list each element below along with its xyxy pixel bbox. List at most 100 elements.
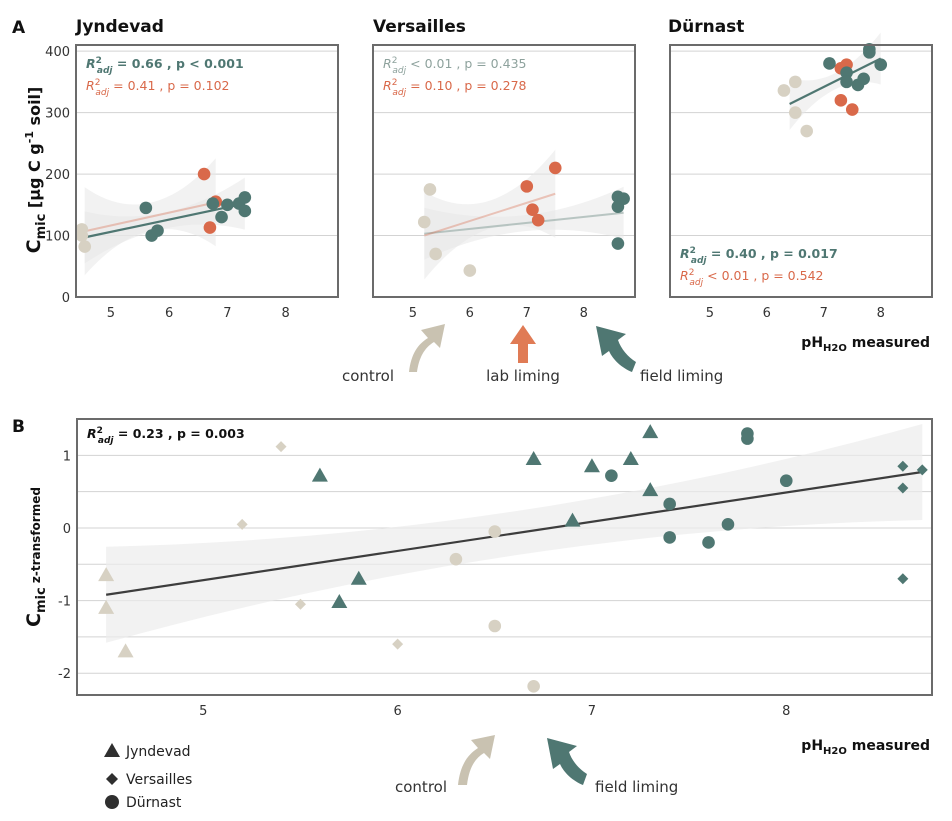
panel-a-ylabel-end: soil] [25,87,44,131]
point-field [840,66,853,79]
x-tick-label: 7 [523,306,531,321]
point-durnast-control [527,679,540,693]
panel-b-ylabel: Cmic z-transformed [23,487,49,627]
annotation-text: = 0.23 , p = 0.003 [114,426,245,441]
field-arrow-b-label: field liming [595,778,678,796]
panel-frame [372,44,636,298]
point-jyndevad-field [583,458,600,473]
point-versailles-control [294,598,306,610]
point-jyndevad-field [525,450,542,465]
panel-b-label: B [12,417,25,437]
point-control [789,75,802,89]
control-arrow-b [458,735,495,785]
panel-frame [75,44,339,298]
point-control [789,106,802,119]
x-tick-label: 8 [782,704,790,719]
point-jyndevad-field [564,512,581,527]
point-durnast-control [449,552,463,566]
panel-a-ylabel-sub: mic [34,214,49,240]
point-field [823,57,836,70]
y-tick-label: 1 [63,449,71,464]
point-field [206,197,220,210]
point-jyndevad-control [98,599,115,614]
panel-a-xlabel-sub: H2O [823,343,847,354]
annotation-lab-sub: adj [689,278,703,288]
panel-title: Jyndevad [75,17,164,37]
legend-versailles-marker [106,773,118,785]
panel-b-ylabel-rest: z-transformed [29,487,43,587]
point-jyndevad-field [331,594,348,609]
point-lab [845,103,859,116]
point-versailles-field [897,482,909,494]
confidence-band [84,158,216,276]
point-jyndevad-control [117,643,134,658]
x-tick-label: 8 [580,306,588,321]
point-durnast-control [488,525,502,538]
point-lab [834,94,848,107]
annotation: R2 adj = 0.23 , p = 0.003 [87,426,245,446]
point-field [151,224,164,237]
control-arrow-b-label: control [395,778,447,796]
annotation-lab-r: R [86,78,95,93]
point-versailles-field [897,573,909,585]
lab-arrow-a-label: lab liming [486,367,560,385]
panel-b-ylabel-main: C [23,613,45,627]
point-lab [203,221,217,234]
x-tick-label: 7 [223,306,231,321]
x-tick-label: 5 [199,704,207,719]
annotation-field-text: < 0.01 , p = 0.435 [406,56,526,71]
point-field [139,201,153,215]
annotation-lab-text: = 0.41 , p = 0.102 [109,78,229,93]
annotation-r: R [87,426,97,441]
x-tick-label: 7 [820,306,828,321]
annotation-field-sub: adj [97,66,114,76]
point-control [800,124,813,138]
point-field [221,198,234,212]
panel-title: Dürnast [668,17,744,37]
fit-line [105,470,923,596]
annotation-field-text: = 0.40 , p = 0.017 [707,246,838,261]
point-versailles-field [916,464,928,476]
annotation-lab-r: R [680,268,689,283]
point-field [238,204,252,218]
y-tick-label: 100 [45,230,70,245]
panel-a-ylabel-main: C [23,239,45,253]
control-arrow-a [409,324,445,372]
field-arrow-a [596,326,636,372]
point-lab [531,213,545,227]
legend-jyndevad-marker [104,743,120,757]
annotation-lab-sup: 2 [689,268,695,278]
legend-jyndevad-label: Jyndevad [125,744,191,760]
panel-b-xlabel: pHH2O measured [801,738,930,757]
panel-title: Versailles [373,17,466,37]
x-tick-label: 5 [107,306,115,321]
annotation-lab: R2 adj = 0.10 , p = 0.278 [383,78,527,98]
point-durnast-field [779,474,793,488]
annotation-sup: 2 [97,426,103,436]
point-lab [526,203,539,217]
point-field [617,192,630,205]
annotation-lab-text: = 0.10 , p = 0.278 [406,78,526,93]
annotation-field: R2 adj < 0.01 , p = 0.435 [383,56,526,76]
point-versailles-field [897,460,909,472]
x-tick-label: 5 [706,306,714,321]
x-tick-label: 6 [165,306,173,321]
point-field [840,75,853,89]
point-lab [197,167,211,181]
legend-durnast-label: Dürnast [126,795,182,811]
point-durnast-field [663,531,676,544]
point-lab [548,161,562,175]
panel-a-ylabel-rest: [µg C g [25,143,44,213]
point-versailles-control [392,638,404,650]
point-durnast-field [702,536,715,549]
fit-line-field [84,202,246,239]
panel-combined: -2 -1 0 1 5 6 7 8 R2 adj = 0.23 , p = 0.003 [58,418,933,719]
point-jyndevad-field [622,450,639,465]
y-tick-label: 0 [62,291,70,306]
point-control [78,240,92,253]
annotation-field-r: R [383,56,392,71]
panel-a-xlabel-end: measured [847,335,930,351]
annotation-lab-sub: adj [392,88,406,98]
